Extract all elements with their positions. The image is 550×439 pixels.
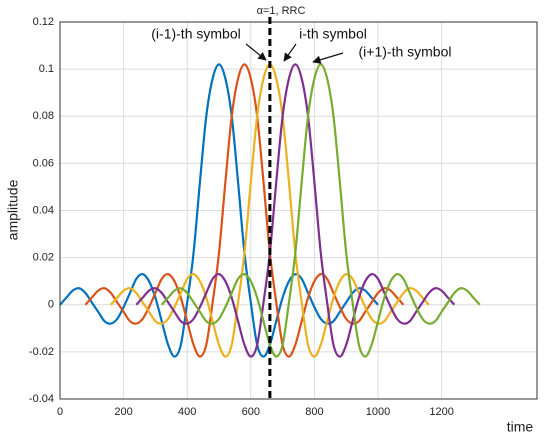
x-tick-label: 400 (178, 406, 196, 418)
y-tick-label: 0.12 (33, 16, 54, 28)
arrow (283, 43, 297, 62)
y-tick-label: 0 (48, 299, 54, 311)
line-series (160, 63, 481, 358)
curves (59, 63, 481, 358)
y-tick-label: 0.08 (33, 110, 54, 122)
annotation: i-th symbol (299, 26, 367, 42)
x-tick-label: 200 (114, 406, 132, 418)
arrow (245, 43, 267, 61)
arrow (312, 52, 344, 64)
y-tick-label: -0.04 (29, 393, 54, 405)
line-series (135, 63, 456, 358)
line-series (59, 63, 379, 358)
reference-label: α=1, RRC (257, 5, 306, 17)
y-tick-label: 0.04 (33, 204, 54, 216)
annotation: (i+1)-th symbol (359, 44, 452, 60)
x-tick-label: 1000 (366, 406, 390, 418)
y-tick-label: 0.02 (33, 252, 54, 264)
y-tick-label: 0.06 (33, 157, 54, 169)
x-tick-label: 600 (242, 406, 260, 418)
x-tick-label: 0 (57, 406, 63, 418)
annotation: (i-1)-th symbol (151, 26, 240, 42)
line-series (84, 63, 405, 358)
y-tick-label: -0.02 (29, 346, 54, 358)
x-tick-label: 1200 (429, 406, 453, 418)
y-axis-label: amplitude (5, 179, 21, 240)
x-tick-label: 800 (305, 406, 323, 418)
plot-frame (59, 21, 538, 400)
y-tick-label: 0.1 (39, 63, 54, 75)
x-axis-label: time (507, 419, 534, 435)
